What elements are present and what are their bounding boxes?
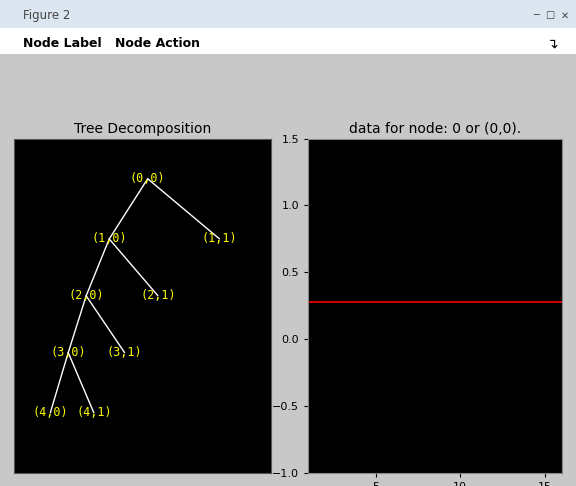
Text: (0,0): (0,0) [130, 172, 165, 185]
Text: (1,0): (1,0) [92, 232, 127, 245]
Text: (3,1): (3,1) [107, 346, 142, 359]
Text: Node Action: Node Action [115, 37, 200, 50]
Text: Figure 2: Figure 2 [23, 9, 70, 22]
Text: □: □ [545, 10, 555, 20]
Text: (4,0): (4,0) [32, 406, 68, 419]
Text: ↴: ↴ [547, 37, 559, 51]
Text: Node Label: Node Label [23, 37, 102, 50]
Text: (2,1): (2,1) [140, 289, 176, 302]
Text: (4,1): (4,1) [76, 406, 112, 419]
Title: Tree Decomposition: Tree Decomposition [74, 122, 211, 136]
Text: (1,1): (1,1) [202, 232, 237, 245]
Text: ─: ─ [533, 10, 539, 20]
Title: data for node: 0 or (0,0).: data for node: 0 or (0,0). [349, 122, 521, 136]
Text: (3,0): (3,0) [51, 346, 86, 359]
Text: ✕: ✕ [560, 10, 569, 20]
Text: (2,0): (2,0) [69, 289, 104, 302]
